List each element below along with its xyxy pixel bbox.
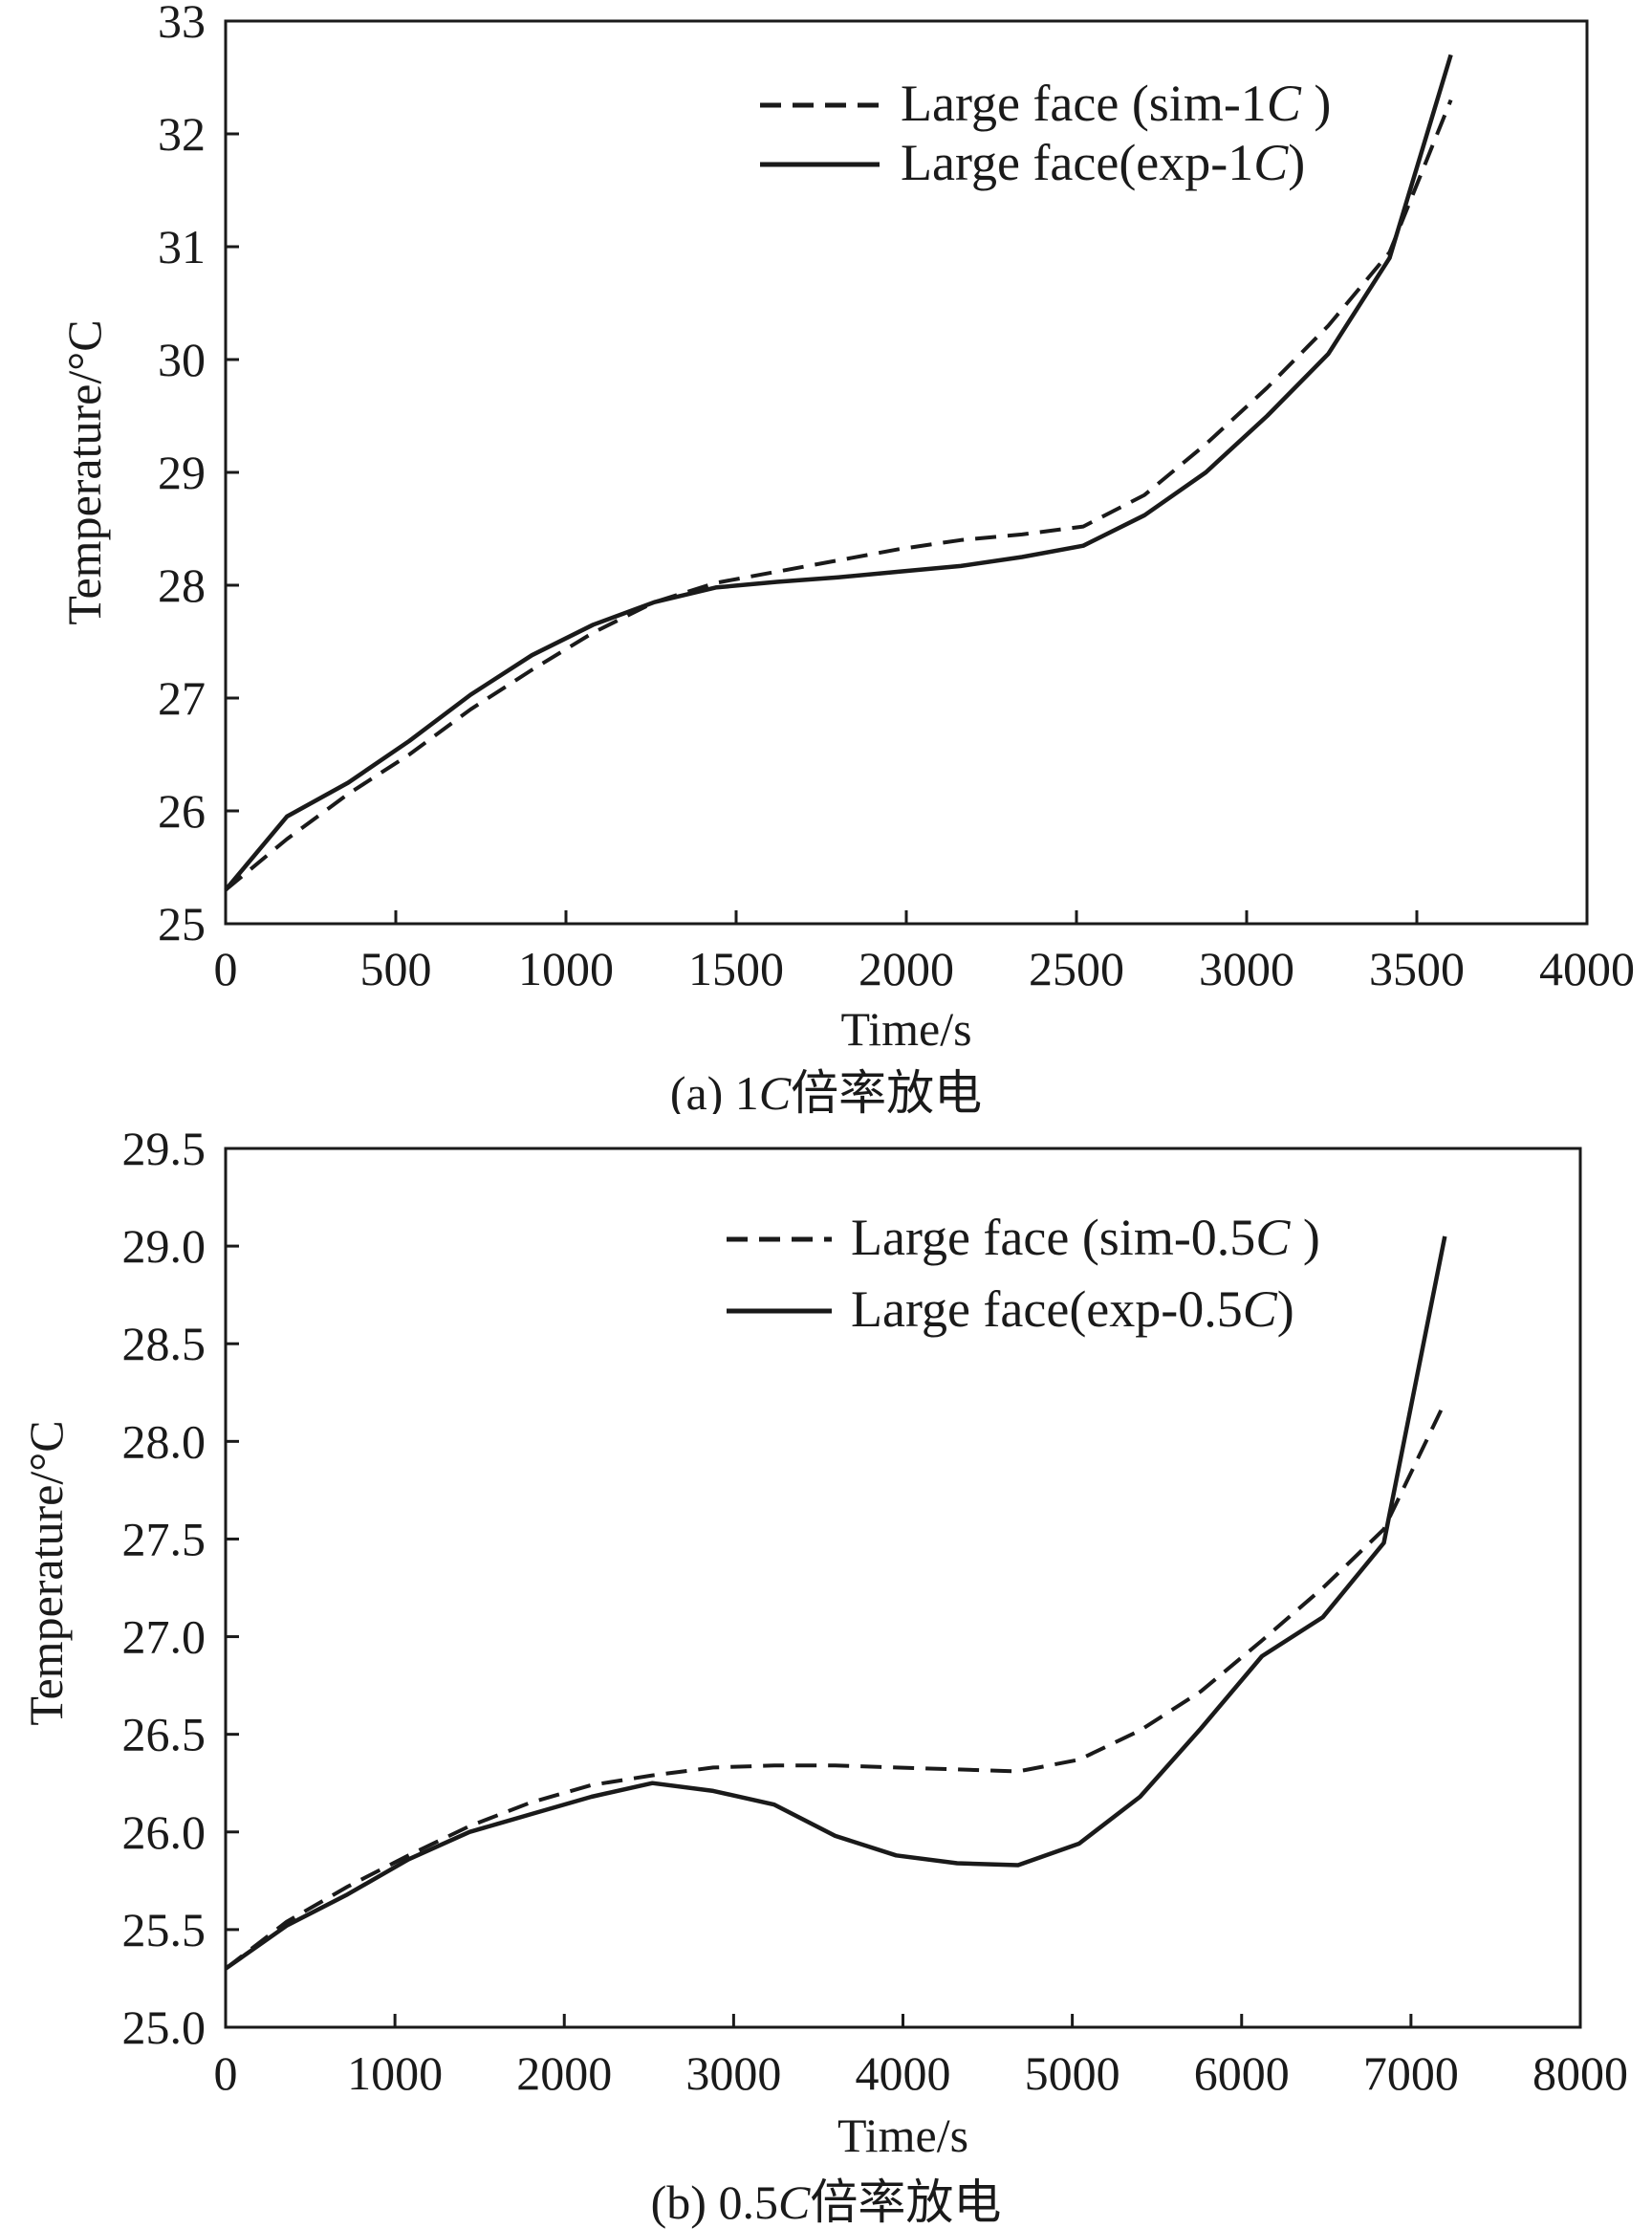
legend-label-a-0-prefix: Large face (sim-1 bbox=[901, 75, 1267, 132]
chart-caption-b-italic: C bbox=[778, 2175, 811, 2229]
chart-caption-a-suffix: 倍率放电 bbox=[791, 1066, 982, 1114]
legend-label-b-0-italic: C bbox=[1255, 1209, 1291, 1266]
legend-label-b-1-prefix: Large face(exp-0.5 bbox=[851, 1280, 1243, 1338]
chart-caption-a-italic: C bbox=[759, 1066, 792, 1114]
series-line-a-sim bbox=[224, 98, 1453, 892]
chart-a-svg: 0 500 1000 1500 2000 2500 3000 3500 4000 25 26 27 28… bbox=[57, 0, 1635, 1114]
y-axis-title-a: Temperature/°C bbox=[57, 319, 111, 624]
x-tick-label-b-7: 7000 bbox=[1363, 2046, 1459, 2100]
legend-label-a-0-italic: C bbox=[1267, 75, 1302, 132]
x-tick-label-b-6: 6000 bbox=[1194, 2046, 1290, 2100]
y-tick-label-b-9: 29.5 bbox=[122, 1122, 206, 1175]
legend-label-a-1-italic: C bbox=[1253, 134, 1289, 191]
y-tick-label-b-2: 26.0 bbox=[122, 1805, 206, 1859]
legend-label-a-0: Large face (sim-1C ) bbox=[901, 75, 1331, 132]
x-tick-label-a-2: 1000 bbox=[518, 942, 614, 995]
y-tick-label-a-0: 25 bbox=[158, 897, 206, 951]
y-tick-label-a-7: 32 bbox=[158, 107, 206, 161]
x-tick-label-b-5: 5000 bbox=[1025, 2046, 1120, 2100]
legend-label-b-0-prefix: Large face (sim-0.5 bbox=[851, 1209, 1255, 1266]
y-tick-label-a-4: 29 bbox=[158, 446, 206, 499]
x-tick-label-b-0: 0 bbox=[214, 2046, 238, 2100]
y-tick-label-b-8: 29.0 bbox=[122, 1219, 206, 1273]
chart-caption-a: (a) 1C倍率放电 bbox=[670, 1066, 982, 1114]
chart-panel-a: 0 500 1000 1500 2000 2500 3000 3500 4000 25 26 27 28… bbox=[0, 0, 1652, 1114]
legend-label-b-1: Large face(exp-0.5C) bbox=[851, 1280, 1294, 1338]
legend-label-b-0: Large face (sim-0.5C ) bbox=[851, 1209, 1320, 1266]
y-tick-label-b-4: 27.0 bbox=[122, 1610, 206, 1664]
y-tick-label-a-6: 31 bbox=[158, 220, 206, 273]
legend-label-a-0-suffix: ) bbox=[1301, 75, 1331, 132]
legend-label-b-0-suffix: ) bbox=[1290, 1209, 1319, 1266]
x-axis-title-b: Time/s bbox=[837, 2109, 968, 2162]
legend-label-a-1-prefix: Large face(exp-1 bbox=[901, 134, 1253, 191]
chart-caption-b: (b) 0.5C倍率放电 bbox=[651, 2175, 1002, 2229]
chart-panel-b: 0 1000 2000 3000 4000 5000 6000 7000 8000 25.0 25.… bbox=[0, 1114, 1652, 2229]
x-tick-label-b-2: 2000 bbox=[516, 2046, 612, 2100]
x-axis-title-a: Time/s bbox=[840, 1002, 971, 1056]
x-tick-label-a-7: 3500 bbox=[1369, 942, 1465, 995]
x-tick-label-b-1: 1000 bbox=[347, 2046, 443, 2100]
chart-caption-a-prefix: (a) 1 bbox=[670, 1066, 759, 1114]
series-line-a-exp bbox=[224, 54, 1453, 892]
y-tick-label-a-8: 33 bbox=[158, 0, 206, 48]
x-tick-label-b-3: 3000 bbox=[685, 2046, 781, 2100]
x-tick-label-a-4: 2000 bbox=[859, 942, 954, 995]
legend-label-b-1-suffix: ) bbox=[1277, 1280, 1294, 1338]
x-tick-label-a-0: 0 bbox=[214, 942, 238, 995]
legend-label-a-1: Large face(exp-1C) bbox=[901, 134, 1305, 191]
x-tick-label-a-5: 2500 bbox=[1029, 942, 1124, 995]
x-tick-label-b-4: 4000 bbox=[856, 2046, 951, 2100]
y-tick-label-b-7: 28.5 bbox=[122, 1317, 206, 1370]
x-tick-label-b-8: 8000 bbox=[1532, 2046, 1628, 2100]
x-tick-label-a-6: 3000 bbox=[1199, 942, 1294, 995]
y-tick-label-b-3: 26.5 bbox=[122, 1708, 206, 1761]
y-tick-label-a-5: 30 bbox=[158, 333, 206, 386]
y-tick-label-b-0: 25.0 bbox=[122, 2000, 206, 2054]
y-tick-label-b-6: 28.0 bbox=[122, 1414, 206, 1468]
x-tick-label-a-3: 1500 bbox=[688, 942, 784, 995]
y-tick-label-a-1: 26 bbox=[158, 784, 206, 838]
x-tick-label-a-8: 4000 bbox=[1539, 942, 1635, 995]
chart-caption-b-prefix: (b) 0.5 bbox=[651, 2175, 778, 2229]
y-tick-label-b-1: 25.5 bbox=[122, 1903, 206, 1956]
y-tick-label-a-2: 27 bbox=[158, 671, 206, 725]
legend-label-b-1-italic: C bbox=[1243, 1280, 1278, 1338]
chart-b-svg: 0 1000 2000 3000 4000 5000 6000 7000 8000 25.0 25.… bbox=[19, 1122, 1628, 2229]
y-tick-label-a-3: 28 bbox=[158, 558, 206, 612]
x-tick-label-a-1: 500 bbox=[360, 942, 432, 995]
y-axis-title-b: Temperature/°C bbox=[19, 1420, 73, 1725]
legend-label-a-1-suffix: ) bbox=[1288, 134, 1305, 191]
chart-caption-b-suffix: 倍率放电 bbox=[810, 2175, 1001, 2229]
series-line-b-exp bbox=[224, 1235, 1447, 1971]
series-line-b-sim bbox=[224, 1401, 1447, 1971]
y-tick-label-b-5: 27.5 bbox=[122, 1512, 206, 1565]
